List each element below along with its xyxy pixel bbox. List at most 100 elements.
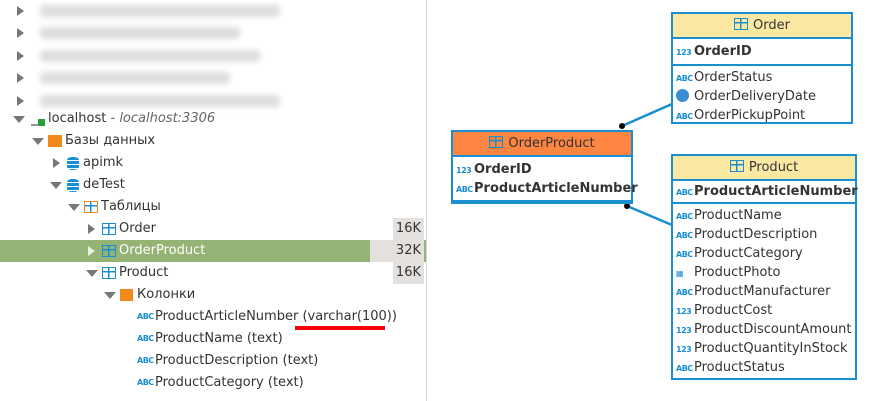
column-name: ProductName bbox=[155, 331, 243, 346]
table-icon bbox=[102, 223, 116, 235]
table-icon bbox=[734, 18, 749, 30]
database-name: apimk bbox=[83, 155, 124, 170]
entity-title: Order bbox=[753, 18, 790, 33]
table-product[interactable]: Product 16K bbox=[0, 262, 426, 284]
entity-column: ABCOrderPickupPoint bbox=[676, 106, 851, 125]
expand-arrow[interactable] bbox=[17, 73, 24, 83]
expand-arrow[interactable] bbox=[17, 96, 24, 106]
columns-label: Колонки bbox=[137, 287, 196, 302]
collapse-arrow[interactable] bbox=[68, 204, 80, 211]
column-name: ProductCategory bbox=[155, 375, 264, 390]
table-icon bbox=[489, 136, 504, 148]
text-key-icon: ABC bbox=[676, 188, 693, 197]
collapse-arrow[interactable] bbox=[104, 292, 116, 299]
tables-folder-icon bbox=[84, 201, 98, 213]
expand-arrow[interactable] bbox=[17, 6, 24, 16]
numeric-column-icon: 123 bbox=[676, 345, 692, 354]
entity-column: 123 ProductCost bbox=[676, 301, 855, 320]
entity-column: ▦ ProductPhoto bbox=[676, 263, 855, 282]
primary-key: ProductArticleNumber bbox=[474, 181, 638, 196]
entity-order[interactable]: Order 123 OrderID ABCOrderStatus OrderDel… bbox=[671, 12, 853, 124]
numeric-key-icon: 123 bbox=[456, 166, 472, 175]
entity-title: Product bbox=[748, 160, 799, 175]
blurred-connection[interactable] bbox=[0, 0, 426, 22]
clock-icon bbox=[676, 89, 689, 102]
table-orderproduct[interactable]: OrderProduct 32K bbox=[0, 240, 426, 262]
relation-orderproduct-order bbox=[621, 102, 673, 128]
entity-product[interactable]: Product ABCProductArticleNumber ABCProdu… bbox=[671, 154, 858, 380]
database-apimk[interactable]: apimk bbox=[0, 152, 426, 174]
column-item[interactable]: ABC ProductArticleNumber (varchar(100)) bbox=[0, 306, 426, 330]
entity-title: OrderProduct bbox=[508, 136, 595, 151]
table-icon bbox=[102, 245, 116, 257]
text-column-icon: ABC bbox=[676, 231, 693, 240]
entity-column: ABCProductName bbox=[676, 206, 855, 225]
table-order[interactable]: Order 16K bbox=[0, 218, 426, 240]
connection-name: localhost bbox=[48, 111, 107, 126]
column-type: (text) bbox=[267, 375, 304, 390]
column-name: ProductArticleNumber bbox=[155, 309, 299, 324]
text-column-icon: ABC bbox=[676, 74, 693, 83]
column-item[interactable]: ABC ProductName (text) bbox=[0, 328, 426, 350]
text-column-icon: ABC bbox=[676, 212, 693, 221]
database-navigator: localhost - localhost:3306 Базы данных a… bbox=[0, 0, 427, 401]
numeric-key-icon: 123 bbox=[676, 48, 692, 57]
table-size: 32K bbox=[369, 240, 424, 262]
entity-column: 123 ProductQuantityInStock bbox=[676, 339, 855, 358]
entity-column: 123 ProductDiscountAmount bbox=[676, 320, 855, 339]
database-name: deTest bbox=[83, 177, 125, 192]
image-column-icon: ▦ bbox=[676, 269, 684, 278]
database-detest[interactable]: deTest bbox=[0, 174, 426, 196]
table-name: Order bbox=[119, 221, 156, 236]
table-size: 16K bbox=[392, 218, 424, 240]
relation-endpoint bbox=[624, 203, 630, 209]
primary-key: ProductArticleNumber bbox=[694, 184, 858, 199]
expand-arrow[interactable] bbox=[17, 28, 24, 38]
collapse-arrow[interactable] bbox=[86, 270, 98, 277]
columns-folder-icon bbox=[120, 289, 133, 301]
entity-orderproduct[interactable]: OrderProduct 123 OrderID ABCProductArticl… bbox=[451, 130, 638, 204]
blurred-connection[interactable] bbox=[0, 67, 426, 89]
column-item[interactable]: ABC ProductCategory (text) bbox=[0, 372, 426, 394]
connection-icon bbox=[31, 118, 41, 126]
entity-column: ABCProductDescription bbox=[676, 225, 855, 244]
text-key-icon: ABC bbox=[456, 185, 473, 194]
databases-folder-icon bbox=[48, 135, 62, 147]
relation-endpoint bbox=[619, 123, 625, 129]
column-type: (varchar(100)) bbox=[302, 309, 397, 324]
expand-arrow[interactable] bbox=[53, 158, 60, 168]
text-column-icon: ABC bbox=[137, 378, 154, 387]
text-column-icon: ABC bbox=[676, 250, 693, 259]
numeric-column-icon: 123 bbox=[676, 326, 692, 335]
numeric-column-icon: 123 bbox=[676, 307, 692, 316]
text-column-icon: ABC bbox=[137, 334, 154, 343]
connection-localhost[interactable]: localhost - localhost:3306 bbox=[0, 108, 426, 130]
column-item[interactable]: ABC ProductDescription (text) bbox=[0, 350, 426, 372]
text-column-icon: ABC bbox=[137, 356, 154, 365]
column-type: (text) bbox=[246, 331, 283, 346]
table-name: Product bbox=[119, 265, 169, 280]
primary-key: OrderID bbox=[694, 44, 752, 59]
blurred-connection[interactable] bbox=[0, 45, 426, 67]
expand-arrow[interactable] bbox=[88, 224, 95, 234]
table-size: 16K bbox=[392, 262, 424, 284]
tables-folder[interactable]: Таблицы bbox=[0, 196, 426, 218]
collapse-arrow[interactable] bbox=[50, 182, 62, 189]
collapse-arrow[interactable] bbox=[13, 116, 25, 123]
table-name: OrderProduct bbox=[119, 243, 206, 258]
expand-arrow[interactable] bbox=[88, 246, 95, 256]
database-icon bbox=[67, 179, 79, 192]
databases-folder[interactable]: Базы данных bbox=[0, 130, 426, 152]
entity-column: ABCProductStatus bbox=[676, 358, 855, 377]
entity-column: ABCProductManufacturer bbox=[676, 282, 855, 301]
columns-folder[interactable]: Колонки bbox=[0, 284, 426, 306]
key-text-column-icon: ABC bbox=[137, 312, 154, 321]
text-column-icon: ABC bbox=[676, 364, 693, 373]
blurred-connection[interactable] bbox=[0, 90, 426, 112]
connected-check-icon bbox=[38, 119, 45, 126]
expand-arrow[interactable] bbox=[17, 51, 24, 61]
entity-column: ABCOrderStatus bbox=[676, 68, 851, 87]
primary-key: OrderID bbox=[474, 162, 532, 177]
blurred-connection[interactable] bbox=[0, 22, 426, 44]
collapse-arrow[interactable] bbox=[32, 138, 44, 145]
